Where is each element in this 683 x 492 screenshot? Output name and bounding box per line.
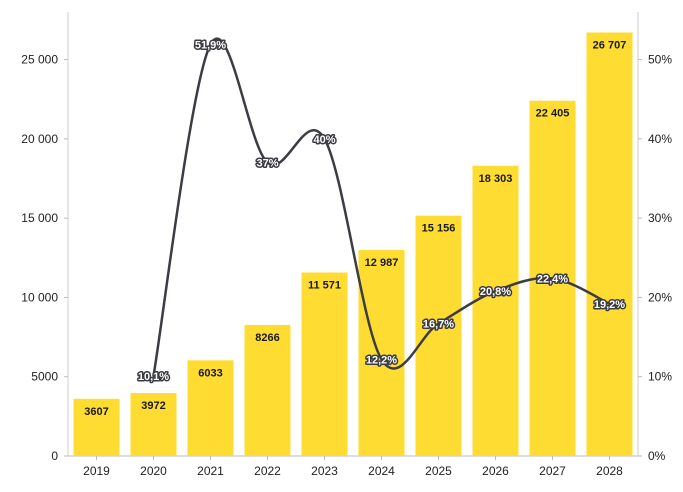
bar-value-label: 22 405 (536, 108, 570, 120)
growth-point-label: 20,8% (480, 286, 511, 298)
right-tick-label: 50% (648, 53, 672, 67)
x-tick-label: 2024 (368, 464, 395, 478)
bar-value-label: 3972 (141, 400, 165, 412)
bar-2020 (130, 393, 177, 456)
x-tick-label: 2019 (83, 464, 110, 478)
x-tick-label: 2022 (254, 464, 281, 478)
bar-2021 (187, 360, 234, 456)
left-tick-label: 5000 (31, 370, 58, 384)
growth-point-label: 22,4% (537, 273, 568, 285)
right-tick-label: 40% (648, 132, 672, 146)
x-tick-label: 2020 (140, 464, 167, 478)
right-tick-label: 30% (648, 211, 672, 225)
bar-value-label: 26 707 (593, 40, 627, 52)
right-tick-label: 10% (648, 370, 672, 384)
x-tick-label: 2025 (425, 464, 452, 478)
bar-2022 (244, 324, 291, 456)
bar-value-label: 11 571 (308, 280, 341, 292)
left-tick-label: 15 000 (21, 211, 58, 225)
bar-value-label: 12 987 (365, 257, 399, 269)
growth-point-label: 12,2% (366, 354, 397, 366)
left-tick-label: 20 000 (21, 132, 58, 146)
bar-series (73, 32, 633, 457)
bar-value-label: 15 156 (422, 223, 456, 235)
growth-point-label: 40% (313, 134, 335, 146)
bar-labels: 3607 3972 6033 8266 11 571 12 987 15 156 18 303… (84, 40, 626, 418)
left-tick-label: 10 000 (21, 290, 58, 304)
right-axis-ticks: 0% 10% 20% 30% 40% 50% (638, 53, 672, 463)
growth-point-label: 10,1% (138, 371, 169, 383)
bar-value-label: 18 303 (479, 173, 513, 185)
x-axis-labels: 2019 2020 2021 2022 2023 2024 2025 2026 2027 2028 (83, 456, 623, 478)
bar-2026 (472, 165, 519, 456)
x-tick-label: 2021 (197, 464, 224, 478)
x-tick-label: 2028 (596, 464, 623, 478)
bar-2024 (358, 250, 405, 456)
x-tick-label: 2023 (311, 464, 338, 478)
growth-point-label: 19,2% (594, 299, 625, 311)
bar-2023 (301, 272, 348, 456)
bar-2025 (415, 215, 462, 456)
growth-labels: 10,1% 51,9% 37% 40% 12,2% 16,7% 20,8% 22,4% 19,2… (136, 38, 626, 384)
bar-value-label: 3607 (84, 406, 108, 418)
bar-value-label: 6033 (198, 367, 222, 379)
growth-line (152, 37, 611, 378)
right-tick-label: 20% (648, 290, 672, 304)
growth-point-label: 37% (256, 158, 278, 170)
left-tick-label: 25 000 (21, 53, 58, 67)
left-tick-label: 0 (51, 449, 58, 463)
bar-value-label: 8266 (255, 332, 279, 344)
x-tick-label: 2027 (539, 464, 566, 478)
left-axis-ticks: 0 5000 10 000 15 000 20 000 25 000 (21, 53, 68, 463)
bar-2028 (586, 32, 633, 456)
growth-point-label: 16,7% (423, 319, 454, 331)
right-tick-label: 0% (648, 449, 666, 463)
bar-2019 (73, 398, 120, 456)
growth-point-label: 51,9% (195, 40, 226, 52)
x-tick-label: 2026 (482, 464, 509, 478)
